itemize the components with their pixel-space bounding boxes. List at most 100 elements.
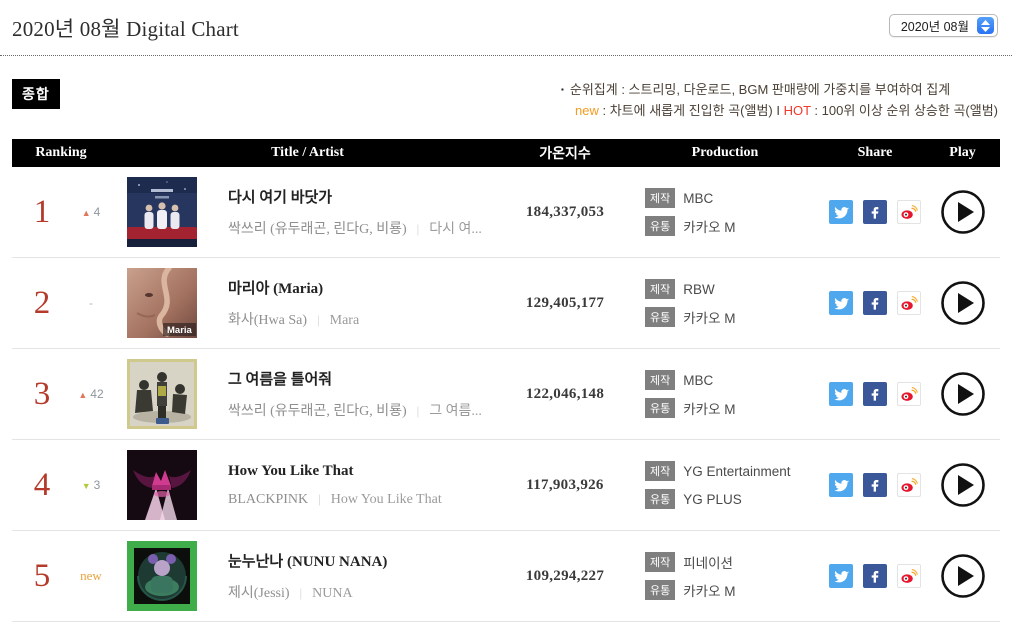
song-title: How You Like That	[228, 462, 354, 479]
weibo-share-icon[interactable]	[897, 382, 921, 406]
gaon-index-value: 122,046,148	[525, 385, 605, 402]
share-buttons	[825, 200, 925, 224]
header-ranking: Ranking	[35, 145, 87, 160]
album-art	[127, 359, 197, 429]
produce-label: 제작	[645, 279, 676, 299]
gaon-index-value: 109,294,227	[525, 567, 605, 584]
table-row: 4 ▼ 3	[12, 440, 1000, 531]
twitter-share-icon[interactable]	[829, 382, 853, 406]
production-info: 제작 YG Entertainment 유통 YG PLUS	[625, 461, 825, 509]
album-name: 그 여름...	[429, 404, 482, 419]
weibo-share-icon[interactable]	[897, 291, 921, 315]
album-name: NUNA	[312, 586, 353, 601]
facebook-share-icon[interactable]	[863, 473, 887, 497]
producer-name: 피네이션	[683, 556, 733, 571]
rank-number: 5	[33, 557, 51, 594]
distribute-label: 유통	[645, 307, 676, 327]
artist-album: 싹쓰리 (유두래곤, 린다G, 비룡) | 그 여름...	[228, 403, 482, 419]
produce-label: 제작	[645, 461, 676, 481]
play-button[interactable]	[940, 280, 986, 326]
share-buttons	[825, 382, 925, 406]
select-stepper-icon	[977, 17, 994, 34]
distributor-name: 카카오 M	[683, 311, 736, 326]
song-title: 눈누난나 (NUNU NANA)	[228, 554, 388, 570]
new-legend-label: new	[575, 103, 599, 118]
weibo-share-icon[interactable]	[897, 200, 921, 224]
album-name: 다시 여...	[429, 222, 482, 237]
svg-text:Maria: Maria	[167, 325, 193, 336]
rank-number: 1	[33, 193, 51, 230]
artist-album: 화사(Hwa Sa) | Mara	[228, 312, 360, 328]
production-info: 제작 MBC 유통 카카오 M	[625, 188, 825, 236]
table-row: 3 ▲ 42	[12, 349, 1000, 440]
distribute-label: 유통	[645, 580, 676, 600]
album-name: Mara	[329, 313, 360, 328]
distributor-name: 카카오 M	[683, 402, 736, 417]
artist-name: 싹쓰리 (유두래곤, 린다G, 비룡)	[228, 404, 407, 419]
gaon-index-value: 117,903,926	[526, 476, 604, 493]
rank-number: 3	[33, 375, 51, 412]
twitter-share-icon[interactable]	[829, 564, 853, 588]
album-art	[127, 450, 197, 520]
facebook-share-icon[interactable]	[863, 291, 887, 315]
production-info: 제작 MBC 유통 카카오 M	[625, 370, 825, 418]
facebook-share-icon[interactable]	[863, 200, 887, 224]
header-title-artist: Title / Artist	[271, 145, 344, 160]
share-buttons	[825, 291, 925, 315]
weibo-share-icon[interactable]	[897, 473, 921, 497]
rank-change: ▼ 3	[81, 478, 101, 492]
play-button[interactable]	[940, 371, 986, 417]
rank-change: ▲ 4	[81, 205, 101, 219]
artist-album: 제시(Jessi) | NUNA	[228, 585, 353, 601]
production-info: 제작 RBW 유통 카카오 M	[625, 279, 825, 327]
share-buttons	[825, 564, 925, 588]
producer-name: MBC	[683, 372, 714, 388]
rank-number: 4	[33, 466, 51, 503]
facebook-share-icon[interactable]	[863, 564, 887, 588]
facebook-share-icon[interactable]	[863, 382, 887, 406]
play-button[interactable]	[940, 553, 986, 599]
producer-name: MBC	[683, 190, 714, 206]
artist-album: BLACKPINK | How You Like That	[228, 490, 442, 507]
table-header: Ranking Title / Artist 가온지수 Production S…	[12, 139, 1000, 167]
twitter-share-icon[interactable]	[829, 200, 853, 224]
distribute-label: 유통	[645, 489, 676, 509]
play-button[interactable]	[940, 189, 986, 235]
hot-legend-label: HOT	[783, 103, 811, 118]
rank-down-icon: ▼	[81, 481, 91, 491]
category-badge: 종합	[12, 79, 60, 109]
notice-line-2: new : 차트에 새롭게 진입한 곡(앨범) I HOT : 100위 이상 …	[575, 103, 998, 118]
page-title: 2020년 08월 Digital Chart	[12, 17, 239, 41]
rank-change: -	[89, 296, 93, 310]
header-production: Production	[691, 145, 759, 160]
produce-label: 제작	[645, 552, 676, 572]
rank-number: 2	[33, 284, 51, 321]
distributor-name: 카카오 M	[683, 584, 736, 599]
producer-name: RBW	[683, 281, 715, 297]
song-title: 마리아 (Maria)	[228, 281, 324, 297]
album-name: How You Like That	[330, 491, 442, 507]
twitter-share-icon[interactable]	[829, 291, 853, 315]
produce-label: 제작	[645, 188, 676, 208]
chart-notice: ▪ 순위집계 : 스트리밍, 다운로드, BGM 판매량에 가중치를 부여하여 집…	[561, 79, 998, 121]
album-art	[127, 177, 197, 247]
table-row: 2 - Maria	[12, 258, 1000, 349]
chart-table: Ranking Title / Artist 가온지수 Production S…	[12, 139, 1000, 622]
weibo-share-icon[interactable]	[897, 564, 921, 588]
month-select[interactable]: 2020년 08월	[888, 14, 998, 37]
header-gaon-index: 가온지수	[539, 147, 591, 162]
rank-change: ▲ 42	[78, 387, 104, 401]
gaon-index-value: 129,405,177	[525, 294, 605, 311]
bullet-icon: ▪	[561, 85, 564, 94]
page-header: 2020년 08월 Digital Chart 2020년 08월	[0, 0, 1012, 56]
play-button[interactable]	[940, 462, 986, 508]
header-share: Share	[857, 145, 893, 160]
distributor-name: 카카오 M	[683, 220, 736, 235]
rank-change-new: new	[80, 568, 102, 583]
produce-label: 제작	[645, 370, 676, 390]
twitter-share-icon[interactable]	[829, 473, 853, 497]
producer-name: YG Entertainment	[683, 463, 791, 479]
month-select-value: 2020년 08월	[900, 20, 969, 34]
artist-name: 싹쓰리 (유두래곤, 린다G, 비룡)	[228, 222, 407, 237]
